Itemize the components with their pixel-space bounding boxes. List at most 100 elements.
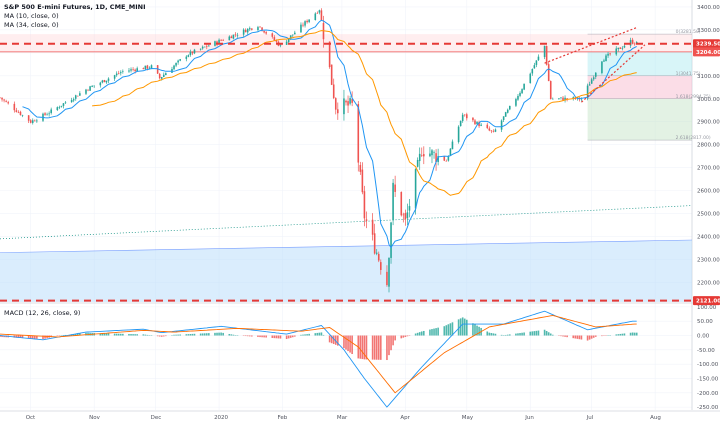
candle-body[interactable]	[5, 101, 7, 102]
candle-body[interactable]	[329, 42, 331, 67]
candle-body[interactable]	[61, 106, 63, 107]
candle-body[interactable]	[529, 74, 531, 83]
candle-body[interactable]	[394, 185, 396, 192]
candle-body[interactable]	[558, 98, 560, 99]
candle-body[interactable]	[632, 40, 634, 44]
candle-body[interactable]	[222, 40, 224, 41]
candle-body[interactable]	[192, 52, 194, 54]
candle-body[interactable]	[601, 61, 603, 73]
candle-body[interactable]	[593, 77, 595, 79]
candle-body[interactable]	[376, 253, 378, 254]
signal-line[interactable]	[0, 316, 637, 393]
candle-body[interactable]	[335, 98, 337, 110]
candle-body[interactable]	[143, 68, 145, 69]
candle-body[interactable]	[247, 29, 249, 33]
dotted-trend-line[interactable]	[0, 206, 692, 239]
candle-body[interactable]	[108, 79, 110, 81]
candle-body[interactable]	[429, 154, 431, 157]
candle-body[interactable]	[392, 183, 394, 220]
candle-body[interactable]	[419, 154, 421, 161]
candle-body[interactable]	[486, 125, 488, 128]
candle-body[interactable]	[186, 57, 188, 59]
candle-body[interactable]	[286, 42, 288, 45]
candle-body[interactable]	[214, 41, 216, 46]
candle-body[interactable]	[617, 48, 619, 49]
candle-body[interactable]	[415, 169, 417, 208]
candle-body[interactable]	[263, 31, 265, 33]
candle-body[interactable]	[609, 53, 611, 54]
candle-body[interactable]	[589, 84, 591, 85]
candle-body[interactable]	[544, 46, 546, 57]
candle-body[interactable]	[274, 37, 276, 40]
candle-body[interactable]	[509, 106, 511, 110]
candle-body[interactable]	[235, 35, 237, 36]
candle-body[interactable]	[32, 120, 34, 123]
candle-body[interactable]	[22, 115, 24, 116]
candle-body[interactable]	[245, 30, 247, 32]
candle-body[interactable]	[194, 50, 196, 54]
candle-body[interactable]	[581, 99, 583, 100]
candle-body[interactable]	[145, 66, 147, 69]
candle-body[interactable]	[175, 63, 177, 66]
candle-body[interactable]	[548, 64, 550, 81]
candle-body[interactable]	[331, 65, 333, 85]
candle-body[interactable]	[314, 14, 316, 20]
candle-body[interactable]	[388, 258, 390, 287]
candle-body[interactable]	[464, 115, 466, 116]
candle-body[interactable]	[87, 90, 89, 91]
candle-body[interactable]	[476, 122, 478, 124]
candle-body[interactable]	[28, 115, 30, 120]
candle-body[interactable]	[505, 112, 507, 117]
candle-body[interactable]	[546, 46, 548, 65]
candle-body[interactable]	[79, 93, 81, 95]
candle-body[interactable]	[523, 84, 525, 90]
candle-body[interactable]	[357, 104, 359, 163]
candle-body[interactable]	[294, 33, 296, 35]
candle-body[interactable]	[34, 121, 36, 122]
candle-body[interactable]	[517, 96, 519, 100]
candle-body[interactable]	[390, 222, 392, 257]
candle-body[interactable]	[116, 74, 118, 76]
candle-body[interactable]	[204, 47, 206, 48]
candle-body[interactable]	[595, 73, 597, 77]
candle-body[interactable]	[562, 98, 564, 101]
candle-body[interactable]	[536, 60, 538, 65]
candle-body[interactable]	[173, 66, 175, 70]
candle-body[interactable]	[507, 110, 509, 113]
candle-body[interactable]	[220, 40, 222, 41]
candle-body[interactable]	[44, 113, 46, 115]
candle-body[interactable]	[132, 69, 134, 70]
candle-body[interactable]	[360, 165, 362, 172]
candle-body[interactable]	[130, 69, 132, 70]
candle-body[interactable]	[257, 27, 259, 30]
candle-body[interactable]	[450, 149, 452, 156]
candle-body[interactable]	[462, 115, 464, 121]
candle-body[interactable]	[206, 46, 208, 47]
candle-body[interactable]	[102, 81, 104, 83]
ma34-line[interactable]	[92, 31, 637, 196]
candle-body[interactable]	[480, 125, 482, 126]
candle-body[interactable]	[460, 121, 462, 126]
candle-body[interactable]	[134, 70, 136, 71]
candle-body[interactable]	[532, 69, 534, 73]
candle-body[interactable]	[407, 212, 409, 218]
candle-body[interactable]	[495, 130, 497, 132]
candle-body[interactable]	[71, 100, 73, 102]
candle-body[interactable]	[7, 102, 9, 103]
candle-body[interactable]	[177, 61, 179, 63]
candle-body[interactable]	[474, 120, 476, 124]
candle-body[interactable]	[20, 112, 22, 115]
candle-body[interactable]	[317, 13, 319, 14]
candle-body[interactable]	[364, 191, 366, 218]
candle-body[interactable]	[519, 93, 521, 96]
candle-body[interactable]	[472, 118, 474, 121]
candle-body[interactable]	[308, 19, 310, 21]
candle-body[interactable]	[65, 103, 67, 104]
candle-body[interactable]	[503, 116, 505, 120]
candle-body[interactable]	[405, 213, 407, 219]
candle-body[interactable]	[347, 101, 349, 105]
candle-body[interactable]	[634, 44, 636, 45]
candle-body[interactable]	[93, 86, 95, 87]
